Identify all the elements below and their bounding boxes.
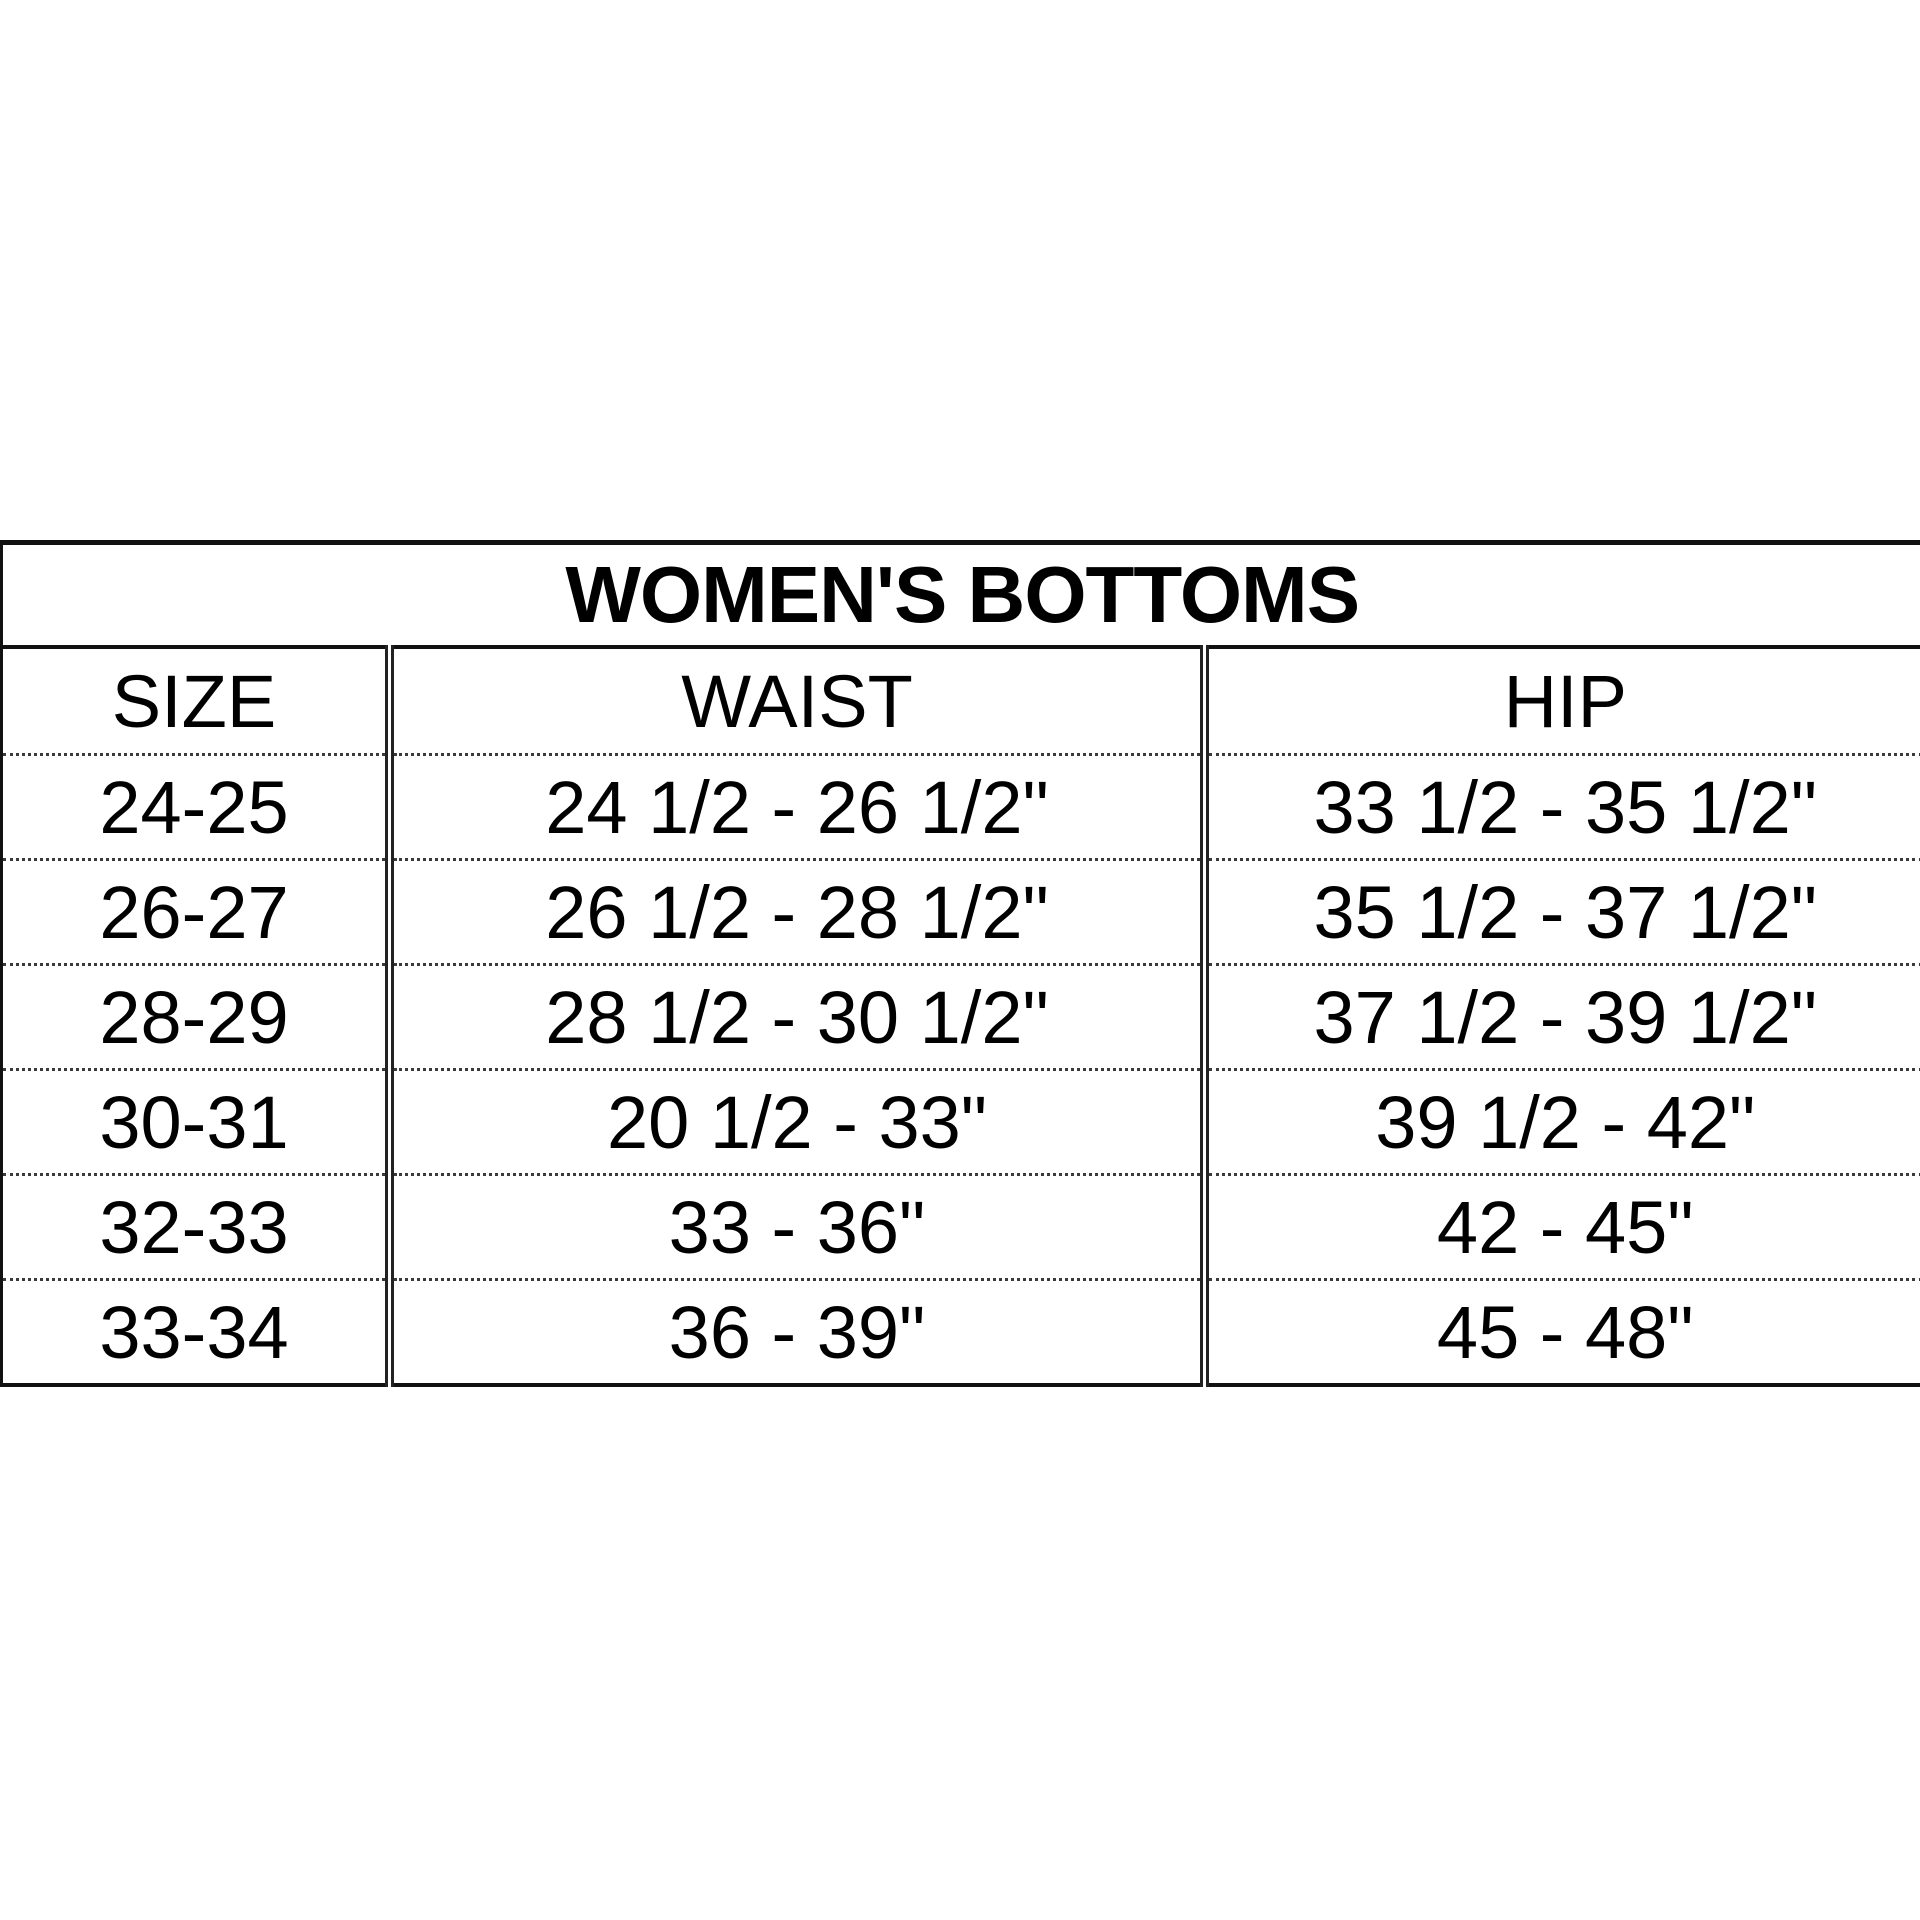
cell-waist: 33 - 36" <box>385 1174 1205 1281</box>
chart-title: WOMEN'S BOTTOMS <box>1 542 1920 649</box>
cell-waist: 36 - 39" <box>385 1279 1205 1385</box>
column-header-waist: WAIST <box>385 647 1205 756</box>
cell-size: 28-29 <box>1 964 390 1071</box>
cell-size: 26-27 <box>1 859 390 966</box>
cell-size: 33-34 <box>99 1290 289 1374</box>
cell-waist: 20 1/2 - 33" <box>385 1069 1205 1176</box>
cell-hip: 33 1/2 - 35 1/2" <box>1200 754 1920 861</box>
column-header-hip: HIP <box>1200 647 1920 756</box>
cell-waist: 24 1/2 - 26 1/2" <box>385 754 1205 861</box>
cell-size: 30-31 <box>1 1069 390 1176</box>
cell-hip: 45 - 48" <box>1200 1279 1920 1385</box>
cell-hip: 39 1/2 - 42" <box>1200 1069 1920 1176</box>
cell-size: 24-25 <box>1 754 390 861</box>
cell-waist: 28 1/2 - 30 1/2" <box>385 964 1205 1071</box>
cell-size: 32-33 <box>1 1174 390 1281</box>
chart-title-row: WOMEN'S BOTTOMS <box>1 542 1920 649</box>
cell-hip: 37 1/2 - 39 1/2" <box>1200 964 1920 1071</box>
table-row: 28-29 28 1/2 - 30 1/2" 37 1/2 - 39 1/2" <box>1 964 1920 1071</box>
table-row: 32-33 33 - 36" 42 - 45" <box>1 1174 1920 1281</box>
column-header-row: SIZE WAIST HIP <box>1 647 1920 756</box>
cell-hip: 35 1/2 - 37 1/2" <box>1200 859 1920 966</box>
womens-bottoms-size-chart: WOMEN'S BOTTOMS SIZE WAIST HIP 24-25 24 … <box>0 540 1920 1387</box>
cell-hip: 42 - 45" <box>1200 1174 1920 1281</box>
table-row: 30-31 20 1/2 - 33" 39 1/2 - 42" <box>1 1069 1920 1176</box>
column-header-size: SIZE <box>1 647 390 756</box>
table-row: 24-25 24 1/2 - 26 1/2" 33 1/2 - 35 1/2" <box>1 754 1920 861</box>
table-row: 26-27 26 1/2 - 28 1/2" 35 1/2 - 37 1/2" <box>1 859 1920 966</box>
table-row: 33-34 36 - 39" 45 - 48" <box>2 1279 1920 1385</box>
cell-waist: 26 1/2 - 28 1/2" <box>385 859 1205 966</box>
